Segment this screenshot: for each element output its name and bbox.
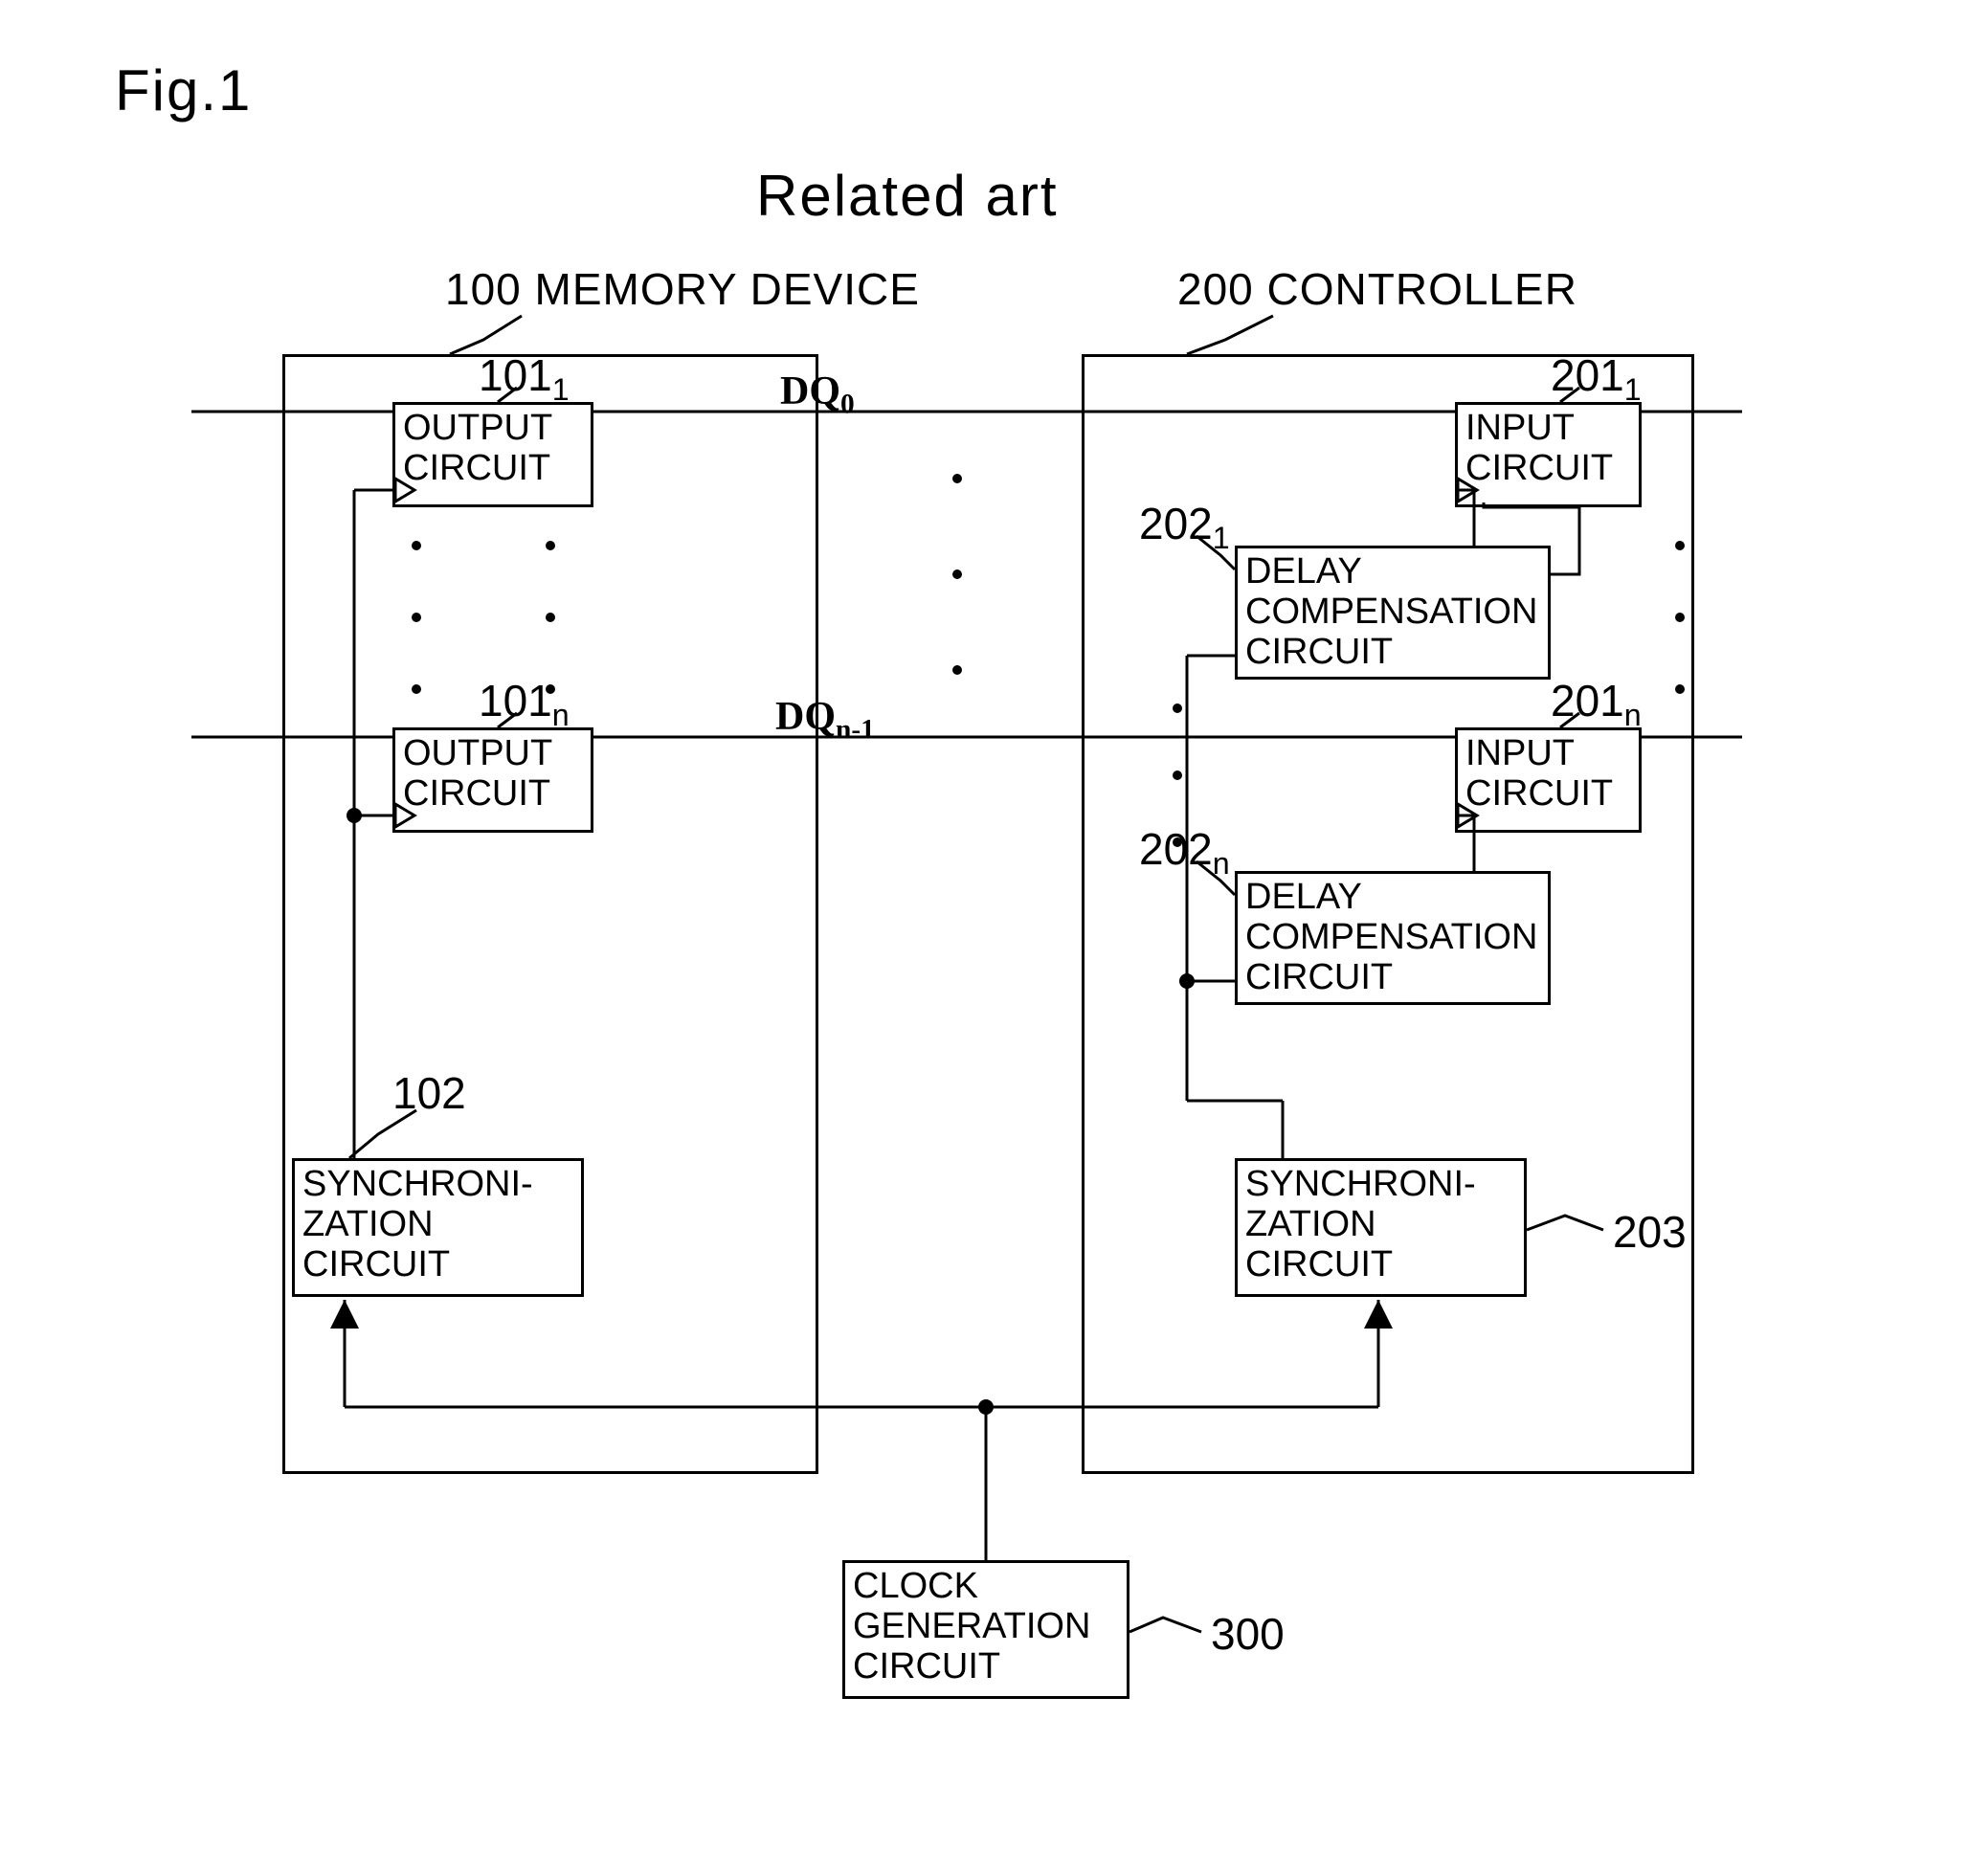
clock-gen-circuit: CLOCKGENERATIONCIRCUIT — [842, 1560, 1129, 1699]
ref-101-n: 101n — [479, 675, 570, 733]
delay-comp-1: DELAYCOMPENSATIONCIRCUIT — [1235, 546, 1551, 680]
sync-circuit-controller: SYNCHRONI-ZATIONCIRCUIT — [1235, 1158, 1527, 1297]
ref-203: 203 — [1613, 1206, 1687, 1258]
memory-label: 100 MEMORY DEVICE — [445, 263, 920, 315]
signal-dq0: DQ0 — [780, 368, 855, 420]
ref-201-1: 2011 — [1551, 349, 1642, 408]
memory-box — [282, 354, 818, 1474]
ref-201-n: 201n — [1551, 675, 1642, 733]
main-title: Related art — [756, 163, 1059, 229]
signal-dqn: DQn-1 — [775, 694, 875, 746]
ref-300: 300 — [1211, 1608, 1285, 1660]
controller-label: 200 CONTROLLER — [1177, 263, 1577, 315]
ref-101-1: 1011 — [479, 349, 570, 408]
figure-label: Fig.1 — [115, 57, 252, 123]
input-circuit-n: INPUTCIRCUIT — [1455, 727, 1642, 833]
ref-202-n: 202n — [1139, 823, 1230, 882]
input-circuit-1: INPUTCIRCUIT — [1455, 402, 1642, 507]
ref-202-1: 2021 — [1139, 498, 1230, 556]
ref-102: 102 — [392, 1067, 466, 1119]
delay-comp-n: DELAYCOMPENSATIONCIRCUIT — [1235, 871, 1551, 1005]
output-circuit-n: OUTPUTCIRCUIT — [392, 727, 593, 833]
sync-circuit-memory: SYNCHRONI-ZATIONCIRCUIT — [292, 1158, 584, 1297]
output-circuit-1: OUTPUTCIRCUIT — [392, 402, 593, 507]
